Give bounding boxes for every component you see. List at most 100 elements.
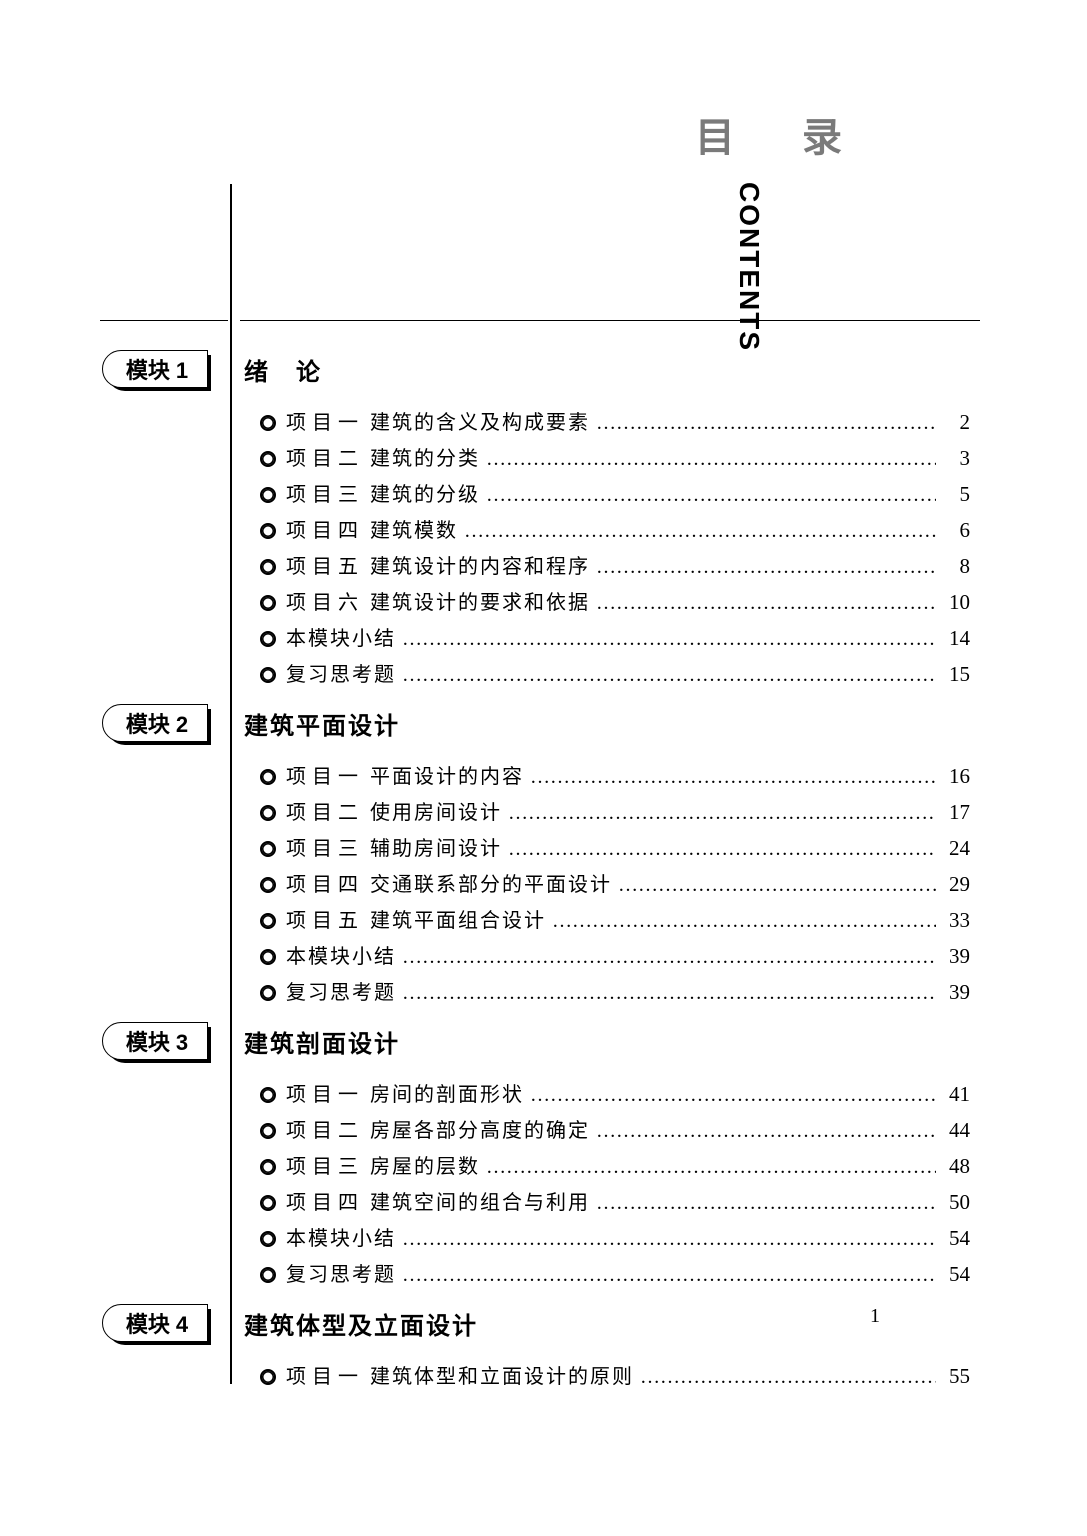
dot-leader: ……………………………………………………………………………………………………………: [618, 874, 936, 897]
bullet-icon: [260, 877, 276, 893]
entry-prefix: 项目六: [286, 586, 364, 615]
entry-list: 项目一房间的剖面形状…………………………………………………………………………………: [260, 1078, 970, 1294]
entry-text: 建筑的分类: [370, 442, 480, 471]
entry-prefix: 项目四: [286, 514, 364, 543]
module-title: 建筑体型及立面设计: [244, 1306, 478, 1341]
bullet-icon: [260, 913, 276, 929]
entry-text: 复习思考题: [286, 976, 396, 1005]
module-title: 绪 论: [244, 352, 322, 387]
module-title: 建筑平面设计: [244, 706, 400, 741]
entry-page: 29: [942, 872, 970, 897]
bullet-icon: [260, 1195, 276, 1211]
bullet-icon: [260, 1123, 276, 1139]
bullet-icon: [260, 523, 276, 539]
entry-text: 复习思考题: [286, 1258, 396, 1287]
entry-page: 54: [942, 1226, 970, 1251]
toc-entry: 项目三建筑的分级 ………………………………………………………………………………………: [260, 478, 970, 514]
entry-list: 项目一建筑的含义及构成要素…………………………………………………………………………: [260, 406, 970, 694]
dot-leader: ……………………………………………………………………………………………………………: [402, 628, 936, 651]
module-head: 模块 4 建筑体型及立面设计: [100, 1304, 980, 1342]
toc-entry: 项目四建筑模数…………………………………………………………………………………………: [260, 514, 970, 550]
entry-text: 建筑的分级: [370, 478, 480, 507]
toc-entry: 复习思考题………………………………………………………………………………………………: [260, 976, 970, 1012]
entry-page: 55: [942, 1364, 970, 1389]
toc-entry: 复习思考题………………………………………………………………………………………………: [260, 658, 970, 694]
module-head: 模块 2 建筑平面设计: [100, 704, 980, 742]
dot-leader: ……………………………………………………………………………………………………………: [508, 838, 936, 861]
module-label: 模块 4: [102, 1304, 208, 1342]
entry-text: 建筑平面组合设计: [370, 904, 546, 933]
entry-page: 8: [942, 554, 970, 579]
toc-entry: 本模块小结 ………………………………………………………………………………………………: [260, 1222, 970, 1258]
dot-leader: ……………………………………………………………………………………………………………: [596, 412, 936, 435]
entry-text: 房屋各部分高度的确定: [370, 1114, 590, 1143]
entry-text: 本模块小结: [286, 1222, 396, 1251]
dot-leader: ……………………………………………………………………………………………………………: [508, 802, 936, 825]
module-label: 模块 2: [102, 704, 208, 742]
entry-text: 建筑体型和立面设计的原则: [370, 1360, 634, 1389]
dot-leader: ……………………………………………………………………………………………………………: [402, 1228, 936, 1251]
entry-prefix: 项目三: [286, 478, 364, 507]
entry-prefix: 项目五: [286, 904, 364, 933]
toc-entry: 项目二使用房间设计……………………………………………………………………………………: [260, 796, 970, 832]
toc-entry: 项目二房屋各部分高度的确定…………………………………………………………………………: [260, 1114, 970, 1150]
entry-page: 17: [942, 800, 970, 825]
toc-body: 模块 1 绪 论项目一建筑的含义及构成要素………………………………………………………: [100, 350, 980, 1406]
dot-leader: ……………………………………………………………………………………………………………: [640, 1366, 936, 1389]
entry-prefix: 项目三: [286, 1150, 364, 1179]
toc-entry: 项目一平面设计的内容…………………………………………………………………………………: [260, 760, 970, 796]
entry-text: 交通联系部分的平面设计: [370, 868, 612, 897]
entry-page: 6: [942, 518, 970, 543]
module-label: 模块 1: [102, 350, 208, 388]
divider-right: [240, 320, 980, 321]
entry-prefix: 项目四: [286, 868, 364, 897]
toc-entry: 项目六建筑设计的要求和依据…………………………………………………………………………: [260, 586, 970, 622]
dot-leader: ……………………………………………………………………………………………………………: [486, 484, 936, 507]
entry-prefix: 项目三: [286, 832, 364, 861]
dot-leader: ……………………………………………………………………………………………………………: [596, 556, 936, 579]
module-block: 模块 4 建筑体型及立面设计项目一建筑体型和立面设计的原则 …………………………………: [100, 1304, 980, 1396]
entry-text: 使用房间设计: [370, 796, 502, 825]
bullet-icon: [260, 1267, 276, 1283]
dot-leader: ……………………………………………………………………………………………………………: [486, 1156, 936, 1179]
bullet-icon: [260, 595, 276, 611]
bullet-icon: [260, 1159, 276, 1175]
dot-leader: ……………………………………………………………………………………………………………: [530, 1084, 936, 1107]
entry-text: 房屋的层数: [370, 1150, 480, 1179]
toc-entry: 本模块小结………………………………………………………………………………………………: [260, 622, 970, 658]
dot-leader: ……………………………………………………………………………………………………………: [596, 1120, 936, 1143]
dot-leader: ……………………………………………………………………………………………………………: [486, 448, 936, 471]
entry-page: 5: [942, 482, 970, 507]
entry-page: 54: [942, 1262, 970, 1287]
entry-text: 平面设计的内容: [370, 760, 524, 789]
bullet-icon: [260, 1231, 276, 1247]
entry-prefix: 项目一: [286, 760, 364, 789]
entry-prefix: 项目二: [286, 442, 364, 471]
module-block: 模块 2 建筑平面设计项目一平面设计的内容 ………………………………………………………: [100, 704, 980, 1012]
dot-leader: ……………………………………………………………………………………………………………: [402, 664, 936, 687]
module-head: 模块 3建筑剖面设计: [100, 1022, 980, 1060]
toc-entry: 项目四交通联系部分的平面设计 ………………………………………………………………………: [260, 868, 970, 904]
toc-entry: 项目五建筑平面组合设计………………………………………………………………………………: [260, 904, 970, 940]
toc-entry: 项目四建筑空间的组合与利用…………………………………………………………………………: [260, 1186, 970, 1222]
entry-prefix: 项目一: [286, 1360, 364, 1389]
entry-text: 建筑模数: [370, 514, 458, 543]
bullet-icon: [260, 415, 276, 431]
entry-list: 项目一平面设计的内容 …………………………………………………………………………………: [260, 760, 970, 1012]
toc-entry: 项目一房间的剖面形状…………………………………………………………………………………: [260, 1078, 970, 1114]
entry-text: 房间的剖面形状: [370, 1078, 524, 1107]
toc-entry: 项目五建筑设计的内容和程序…………………………………………………………………………: [260, 550, 970, 586]
toc-entry: 项目三辅助房间设计……………………………………………………………………………………: [260, 832, 970, 868]
toc-title-cn: 目 录: [695, 105, 870, 163]
entry-page: 44: [942, 1118, 970, 1143]
module-title: 建筑剖面设计: [244, 1024, 400, 1059]
entry-text: 建筑空间的组合与利用: [370, 1186, 590, 1215]
entry-prefix: 项目四: [286, 1186, 364, 1215]
entry-prefix: 项目五: [286, 550, 364, 579]
bullet-icon: [260, 985, 276, 1001]
entry-text: 建筑设计的要求和依据: [370, 586, 590, 615]
bullet-icon: [260, 1087, 276, 1103]
entry-page: 50: [942, 1190, 970, 1215]
entry-page: 10: [942, 590, 970, 615]
bullet-icon: [260, 805, 276, 821]
